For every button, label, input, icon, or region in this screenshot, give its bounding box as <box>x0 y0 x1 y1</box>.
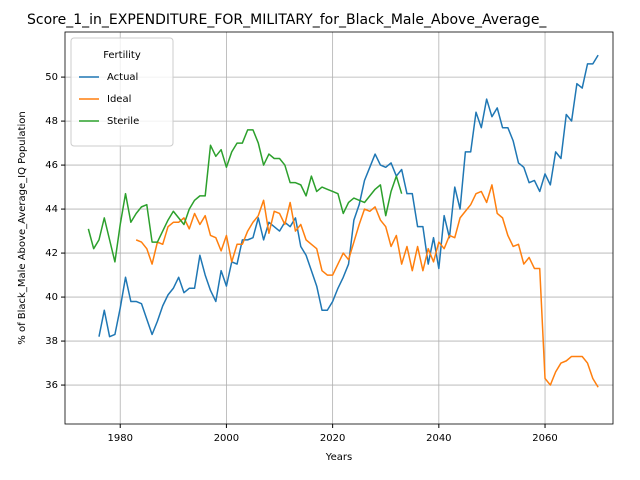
x-tick-label: 2060 <box>532 433 557 444</box>
x-tick-label: 1980 <box>107 433 132 444</box>
y-tick-label: 40 <box>45 292 58 303</box>
legend-label: Ideal <box>107 94 131 105</box>
y-tick-label: 50 <box>45 72 58 83</box>
y-tick-label: 36 <box>45 380 58 391</box>
y-tick-label: 44 <box>45 204 58 215</box>
y-axis-label: % of Black_Male Above_Average_IQ Populat… <box>17 111 28 344</box>
x-tick-label: 2000 <box>214 433 239 444</box>
legend-label: Sterile <box>107 116 139 127</box>
chart-title: Score_1_in_EXPENDITURE_FOR_MILITARY_for_… <box>27 12 547 28</box>
y-tick-label: 42 <box>45 248 58 259</box>
legend-title: Fertility <box>103 50 141 61</box>
y-tick-label: 48 <box>45 116 58 127</box>
x-axis-label: Years <box>325 452 352 463</box>
plot-frame <box>64 31 614 425</box>
legend-label: Actual <box>107 72 138 83</box>
y-tick-label: 38 <box>45 336 58 347</box>
series-line <box>87 129 403 263</box>
legend-box <box>70 37 174 147</box>
x-tick-label: 2020 <box>320 433 345 444</box>
series-line <box>98 54 599 338</box>
series-line <box>135 184 599 388</box>
x-tick-label: 2040 <box>426 433 451 444</box>
y-tick-label: 46 <box>45 160 58 171</box>
legend: Fertility Actual Ideal Sterile <box>70 37 174 147</box>
